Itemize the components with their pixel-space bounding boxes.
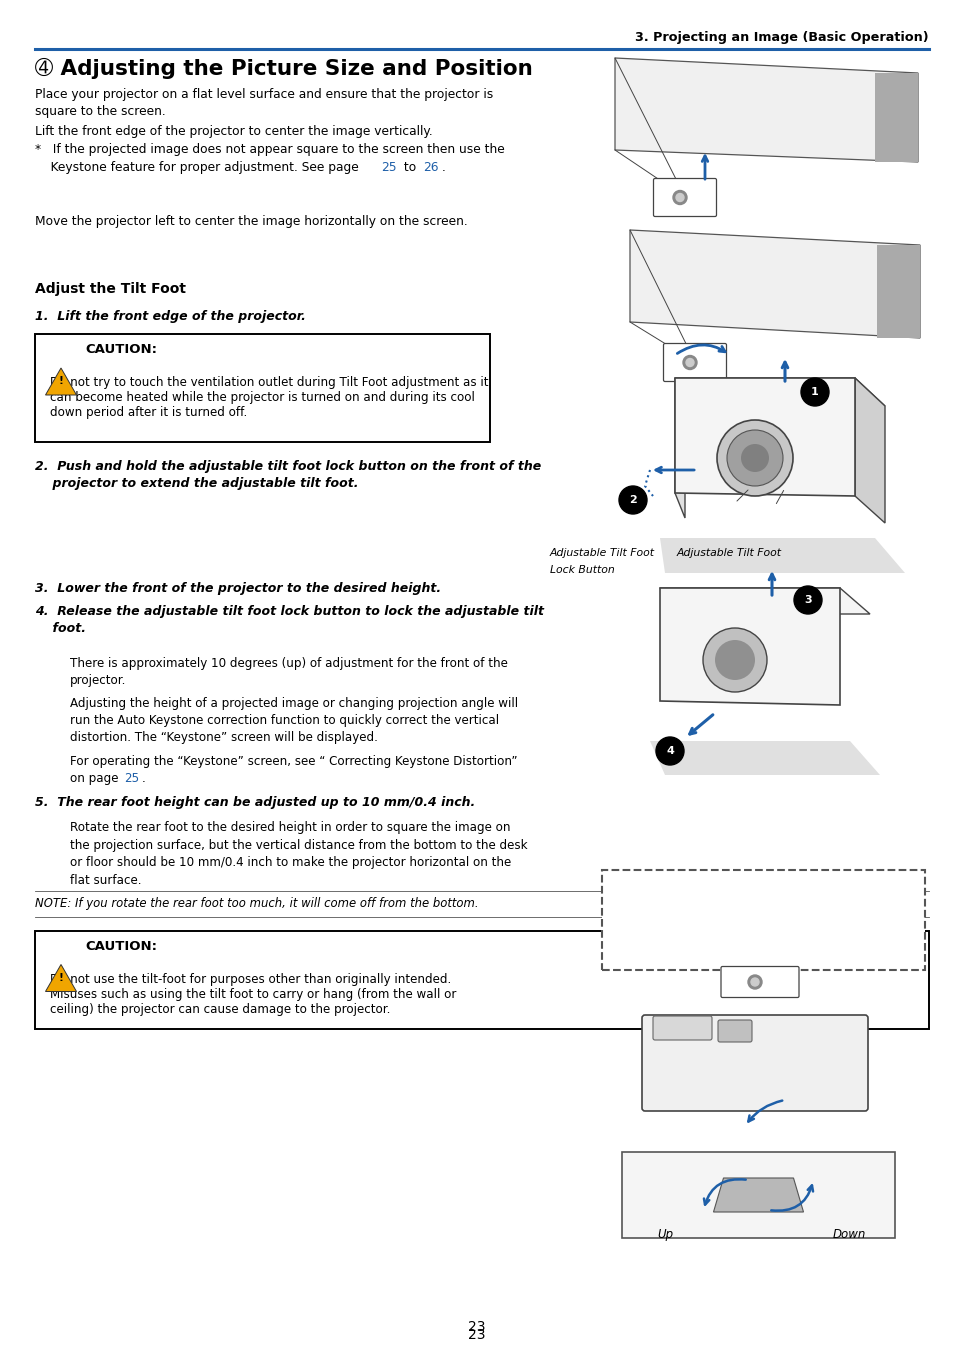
Text: 25: 25: [380, 160, 396, 174]
Text: 4: 4: [665, 745, 673, 756]
Circle shape: [793, 586, 821, 613]
Text: 2.  Push and hold the adjustable tilt foot lock button on the front of the: 2. Push and hold the adjustable tilt foo…: [35, 460, 540, 473]
Text: 26: 26: [422, 160, 438, 174]
Text: Adjustable Tilt Foot: Adjustable Tilt Foot: [677, 549, 781, 558]
Text: 1.  Lift the front edge of the projector.: 1. Lift the front edge of the projector.: [35, 310, 306, 324]
Text: .: .: [142, 772, 146, 785]
FancyBboxPatch shape: [601, 869, 924, 971]
Text: For operating the “Keystone” screen, see “ Correcting Keystone Distortion”: For operating the “Keystone” screen, see…: [70, 755, 517, 767]
Circle shape: [702, 628, 766, 692]
Text: NOTE: If you rotate the rear foot too much, it will come off from the bottom.: NOTE: If you rotate the rear foot too mu…: [35, 896, 478, 910]
Text: CAUTION:: CAUTION:: [85, 342, 157, 356]
Text: Keystone feature for proper adjustment. See page: Keystone feature for proper adjustment. …: [35, 160, 362, 174]
FancyBboxPatch shape: [621, 1153, 894, 1237]
Text: Do not use the tilt-foot for purposes other than originally intended.
Misuses su: Do not use the tilt-foot for purposes ot…: [50, 972, 456, 1015]
Polygon shape: [675, 377, 854, 496]
Text: Adjustable Tilt Foot: Adjustable Tilt Foot: [550, 549, 655, 558]
Text: foot.: foot.: [35, 621, 86, 635]
Text: !: !: [58, 973, 63, 983]
FancyBboxPatch shape: [35, 930, 928, 1029]
Text: Lift the front edge of the projector to center the image vertically.: Lift the front edge of the projector to …: [35, 125, 433, 137]
Text: Move the projector left to center the image horizontally on the screen.: Move the projector left to center the im…: [35, 214, 467, 228]
FancyBboxPatch shape: [653, 178, 716, 217]
Text: square to the screen.: square to the screen.: [35, 105, 166, 119]
Circle shape: [685, 359, 693, 367]
Polygon shape: [854, 377, 884, 523]
Text: CAUTION:: CAUTION:: [85, 940, 157, 953]
Text: Place your projector on a flat level surface and ensure that the projector is: Place your projector on a flat level sur…: [35, 88, 493, 101]
Text: Up: Up: [657, 1228, 673, 1242]
Circle shape: [740, 443, 768, 472]
Circle shape: [672, 190, 686, 205]
Polygon shape: [46, 965, 76, 992]
Text: *   If the projected image does not appear square to the screen then use the: * If the projected image does not appear…: [35, 143, 504, 156]
Circle shape: [714, 640, 754, 679]
Polygon shape: [675, 377, 684, 518]
Text: 3: 3: [803, 594, 811, 605]
Circle shape: [717, 421, 792, 496]
Polygon shape: [675, 377, 884, 406]
Polygon shape: [876, 245, 919, 338]
Text: flat surface.: flat surface.: [70, 874, 141, 887]
Polygon shape: [615, 58, 917, 162]
Text: ➃ Adjusting the Picture Size and Position: ➃ Adjusting the Picture Size and Positio…: [35, 58, 532, 80]
Text: 3. Projecting an Image (Basic Operation): 3. Projecting an Image (Basic Operation): [635, 31, 928, 44]
Text: Lock Button: Lock Button: [550, 565, 614, 574]
FancyBboxPatch shape: [641, 1015, 867, 1111]
Text: !: !: [58, 376, 63, 387]
Polygon shape: [659, 588, 869, 613]
Polygon shape: [874, 73, 917, 162]
Circle shape: [682, 356, 697, 369]
FancyBboxPatch shape: [718, 1020, 751, 1042]
Polygon shape: [629, 231, 919, 338]
Text: Rotate the rear foot to the desired height in order to square the image on: Rotate the rear foot to the desired heig…: [70, 821, 510, 834]
Text: .: .: [441, 160, 445, 174]
Text: 23: 23: [468, 1320, 485, 1335]
Text: the projection surface, but the vertical distance from the bottom to the desk: the projection surface, but the vertical…: [70, 838, 527, 852]
FancyBboxPatch shape: [35, 334, 490, 442]
Text: projector.: projector.: [70, 674, 126, 687]
Text: run the Auto Keystone correction function to quickly correct the vertical: run the Auto Keystone correction functio…: [70, 714, 498, 727]
Text: 1: 1: [810, 387, 818, 398]
Text: 2: 2: [628, 495, 637, 506]
FancyBboxPatch shape: [662, 344, 726, 381]
Text: Down: Down: [832, 1228, 865, 1242]
Text: 5.  The rear foot height can be adjusted up to 10 mm/0.4 inch.: 5. The rear foot height can be adjusted …: [35, 797, 475, 809]
Text: or floor should be 10 mm/0.4 inch to make the projector horizontal on the: or floor should be 10 mm/0.4 inch to mak…: [70, 856, 511, 869]
Polygon shape: [659, 588, 840, 705]
Text: 25: 25: [125, 772, 139, 785]
Circle shape: [801, 377, 828, 406]
Circle shape: [676, 194, 683, 201]
Polygon shape: [649, 741, 879, 775]
Polygon shape: [46, 368, 76, 395]
Text: projector to extend the adjustable tilt foot.: projector to extend the adjustable tilt …: [35, 477, 358, 491]
FancyBboxPatch shape: [652, 1016, 711, 1041]
Polygon shape: [659, 538, 904, 573]
Text: 4.  Release the adjustable tilt foot lock button to lock the adjustable tilt: 4. Release the adjustable tilt foot lock…: [35, 604, 543, 617]
Polygon shape: [713, 1178, 802, 1212]
Circle shape: [656, 737, 683, 766]
Text: 23: 23: [468, 1328, 485, 1343]
Text: to: to: [399, 160, 419, 174]
Circle shape: [726, 430, 782, 487]
Circle shape: [750, 979, 759, 985]
Text: distortion. The “Keystone” screen will be displayed.: distortion. The “Keystone” screen will b…: [70, 732, 377, 744]
FancyBboxPatch shape: [614, 882, 912, 958]
Text: on page: on page: [70, 772, 122, 785]
Circle shape: [747, 975, 761, 989]
Circle shape: [618, 487, 646, 514]
Text: Adjust the Tilt Foot: Adjust the Tilt Foot: [35, 282, 186, 297]
Text: There is approximately 10 degrees (up) of adjustment for the front of the: There is approximately 10 degrees (up) o…: [70, 656, 507, 670]
Text: Adjusting the height of a projected image or changing projection angle will: Adjusting the height of a projected imag…: [70, 697, 517, 709]
FancyBboxPatch shape: [720, 967, 799, 998]
Text: 3.  Lower the front of the projector to the desired height.: 3. Lower the front of the projector to t…: [35, 582, 440, 594]
Text: Do not try to touch the ventilation outlet during Tilt Foot adjustment as it
can: Do not try to touch the ventilation outl…: [50, 376, 488, 419]
